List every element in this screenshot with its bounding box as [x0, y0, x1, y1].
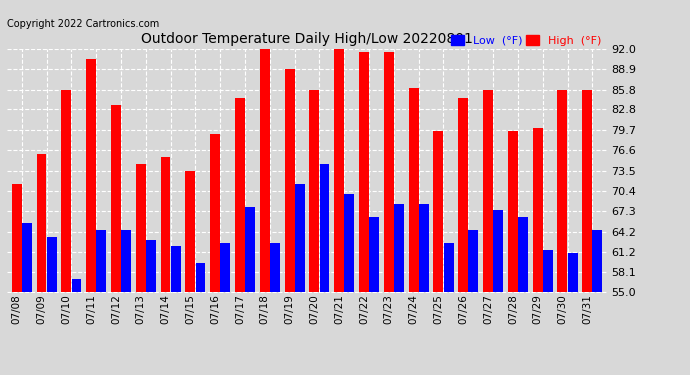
Bar: [469, 230, 478, 292]
Bar: [369, 217, 379, 292]
Bar: [433, 131, 444, 292]
Bar: [309, 90, 319, 292]
Bar: [121, 230, 131, 292]
Bar: [582, 90, 592, 292]
Bar: [444, 243, 453, 292]
Bar: [161, 158, 170, 292]
Bar: [568, 253, 578, 292]
Text: Copyright 2022 Cartronics.com: Copyright 2022 Cartronics.com: [7, 19, 159, 29]
Bar: [593, 230, 602, 292]
Bar: [146, 240, 156, 292]
Bar: [394, 204, 404, 292]
Bar: [533, 128, 542, 292]
Bar: [22, 224, 32, 292]
Bar: [195, 263, 206, 292]
Bar: [245, 207, 255, 292]
Bar: [508, 131, 518, 292]
Title: Outdoor Temperature Daily High/Low 20220801: Outdoor Temperature Daily High/Low 20220…: [141, 32, 473, 46]
Bar: [295, 184, 305, 292]
Bar: [270, 243, 280, 292]
Bar: [408, 88, 419, 292]
Bar: [97, 230, 106, 292]
Bar: [344, 194, 354, 292]
Bar: [384, 52, 394, 292]
Bar: [210, 134, 220, 292]
Bar: [47, 237, 57, 292]
Bar: [458, 98, 468, 292]
Bar: [235, 98, 245, 292]
Bar: [72, 279, 81, 292]
Bar: [260, 49, 270, 292]
Bar: [86, 58, 96, 292]
Bar: [359, 52, 369, 292]
Bar: [319, 164, 330, 292]
Bar: [284, 69, 295, 292]
Bar: [12, 184, 21, 292]
Bar: [111, 105, 121, 292]
Bar: [61, 90, 71, 292]
Bar: [220, 243, 230, 292]
Bar: [37, 154, 46, 292]
Bar: [170, 246, 181, 292]
Bar: [186, 171, 195, 292]
Bar: [483, 90, 493, 292]
Bar: [558, 90, 567, 292]
Legend: Low  (°F), High  (°F): Low (°F), High (°F): [451, 35, 602, 46]
Bar: [136, 164, 146, 292]
Bar: [419, 204, 428, 292]
Bar: [334, 45, 344, 292]
Bar: [518, 217, 528, 292]
Bar: [543, 250, 553, 292]
Bar: [493, 210, 503, 292]
